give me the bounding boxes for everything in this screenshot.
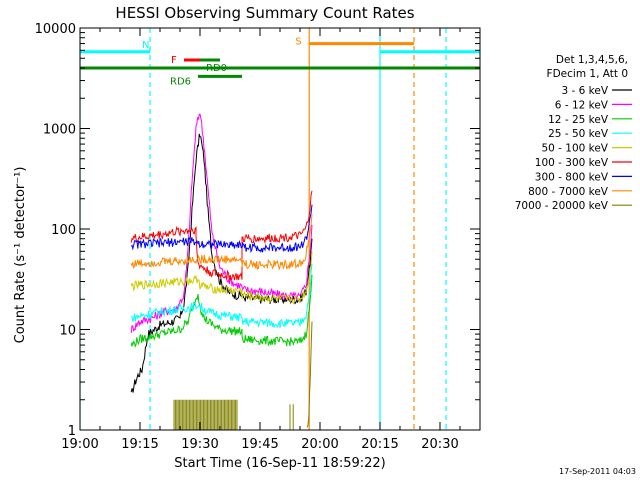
legend-entry-label: 300 - 800 keV — [535, 171, 609, 183]
legend-entry-label: 3 - 6 keV — [561, 85, 608, 97]
legend-header: Det 1,3,4,5,6, — [556, 54, 628, 66]
footer-timestamp: 17-Sep-2011 04:03 — [559, 467, 636, 476]
x-axis-label: Start Time (16-Sep-11 18:59:22) — [174, 456, 385, 471]
chart-title: HESSI Observing Summary Count Rates — [115, 4, 414, 22]
legend-entry-label: 50 - 100 keV — [541, 143, 608, 155]
axes: 19:00 19:15 19:30 19:45 20:00 20:15 20:30 1 10 10… — [35, 22, 481, 452]
legend-entry-label: 6 - 12 keV — [555, 99, 609, 111]
legend-entry-label: 7000 - 20000 keV — [515, 200, 609, 212]
y-axis-label: Count Rate (s⁻¹ detector⁻¹) — [13, 167, 28, 344]
flag-label-rd6: RD6 — [170, 76, 191, 87]
y-tick-label: 1 — [68, 424, 76, 439]
series-line — [306, 321, 313, 428]
x-tick-label: 20:30 — [421, 437, 458, 452]
legend-entry-label: 100 - 300 keV — [535, 157, 609, 169]
legend-entry-label: 800 - 7000 keV — [528, 186, 609, 198]
series-line — [130, 263, 313, 329]
y-tick-label: 10 — [59, 324, 76, 339]
series-line — [130, 251, 313, 305]
flag-label-rd0: RD0 — [206, 63, 227, 74]
flag-label-s: S — [295, 37, 301, 48]
series-line — [130, 274, 313, 348]
x-tick-label: 19:45 — [241, 437, 278, 452]
series-line — [130, 214, 313, 271]
flag-label-n: N — [142, 40, 149, 51]
y-tick-label: 1000 — [43, 123, 76, 138]
x-tick-label: 20:00 — [301, 437, 338, 452]
legend-header: FDecim 1, Att 0 — [547, 68, 628, 80]
plot-area: N S F RD0 RD6 — [80, 28, 480, 430]
series-line — [130, 204, 313, 254]
x-tick-label: 20:15 — [361, 437, 398, 452]
legend: Det 1,3,4,5,6, FDecim 1, Att 0 3 - 6 keV 6 … — [515, 54, 632, 212]
legend-entry-label: 12 - 25 keV — [548, 114, 609, 126]
series-line — [130, 190, 313, 281]
y-tick-label: 100 — [51, 223, 76, 238]
x-tick-label: 19:00 — [61, 437, 98, 452]
y-tick-label: 10000 — [35, 22, 76, 37]
legend-entry-label: 25 - 50 keV — [548, 128, 609, 140]
flag-label-f: F — [171, 55, 177, 66]
x-tick-label: 19:30 — [181, 437, 218, 452]
x-tick-label: 19:15 — [121, 437, 158, 452]
plot-inner: N S F RD0 RD6 — [80, 28, 480, 430]
